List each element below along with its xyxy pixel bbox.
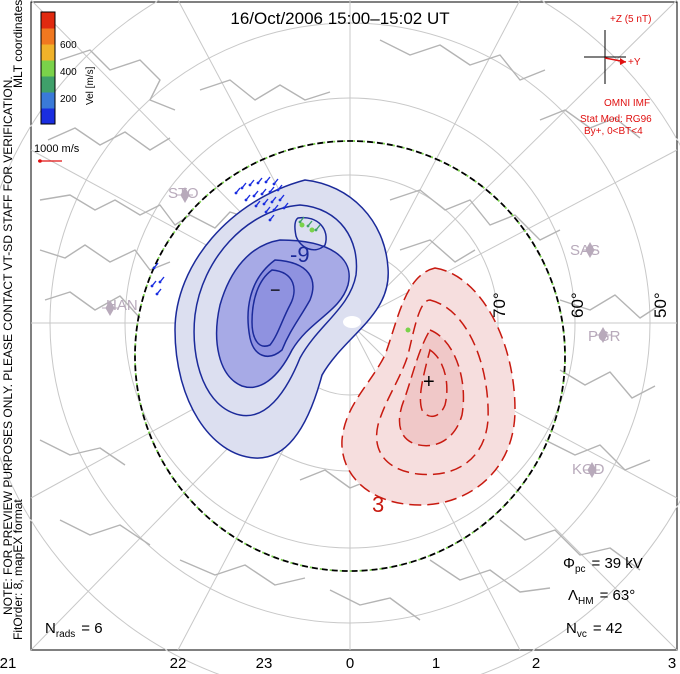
velocity-colorbar: 600 400 200 Vel [m/s] xyxy=(40,11,96,125)
mlt-label-3: 3 xyxy=(668,655,676,672)
imf-z-axis-label: +Z (5 nT) xyxy=(610,14,651,25)
positive-cell: 3 + xyxy=(341,267,516,517)
colorbar-segment xyxy=(41,108,55,125)
station-label-sas: SAS xyxy=(570,242,600,259)
coordinates-label: MLT coordinates xyxy=(11,0,25,88)
colorbar-label: Vel [m/s] xyxy=(85,66,96,105)
map-statistics: Φpc = 39 kV ΛHM = 63° Nvc = 42 Nrads = 6 xyxy=(45,555,643,640)
velocity-vector-origin xyxy=(272,208,276,212)
station-label-han: HAN xyxy=(106,297,138,314)
velocity-vector-origin xyxy=(270,200,274,204)
mlt-label-0: 0 xyxy=(346,655,354,672)
velocity-vector-origin xyxy=(268,190,272,194)
velocity-vector-origin xyxy=(264,180,268,184)
radar-stations: STO HAN SAS PGR KOD xyxy=(102,185,621,479)
lat-label-60: 60° xyxy=(568,292,587,318)
velocity-vector-origin xyxy=(256,181,260,185)
velocity-vector-origin xyxy=(244,198,248,202)
station-marker xyxy=(102,299,118,317)
velocity-vector-origin xyxy=(314,228,318,232)
velocity-vector-origin xyxy=(150,284,154,288)
colorbar-segment xyxy=(41,60,55,77)
velocity-vector-origin xyxy=(276,188,280,192)
mlt-label-22: 22 xyxy=(170,655,187,672)
colorbar-segment xyxy=(41,12,55,29)
negative-cell: -9 − xyxy=(174,179,389,459)
velocity-vector-origin xyxy=(282,206,286,210)
velocity-vector-origin xyxy=(262,202,266,206)
hm-boundary-dots xyxy=(134,140,566,572)
imf-model: Stat Mod: RG96 xyxy=(580,114,652,125)
potential-maximum-marker: + xyxy=(423,371,435,393)
positive-contour-label: 3 xyxy=(372,492,384,517)
velocity-vector-origin xyxy=(268,218,272,222)
potential-minimum-marker: − xyxy=(270,280,281,300)
imf-y-axis-label: +Y xyxy=(628,57,641,68)
lat-label-50: 50° xyxy=(651,292,670,318)
colorbar-tick-600: 600 xyxy=(60,40,77,51)
mlt-label-2: 2 xyxy=(532,655,540,672)
lambda-hm-stat: ΛHM = 63° xyxy=(568,587,635,607)
nvc-stat: Nvc = 42 xyxy=(566,620,622,640)
velocity-vector-origin xyxy=(306,224,310,228)
station-marker xyxy=(582,241,598,259)
station-label-kod: KOD xyxy=(572,461,605,478)
velocity-scale-origin xyxy=(38,159,42,163)
velocity-vector-origin xyxy=(298,220,302,224)
velocity-vector-origin xyxy=(260,192,264,196)
velocity-vectors xyxy=(150,176,321,296)
velocity-vector-origin xyxy=(272,182,276,186)
velocity-vector-origin xyxy=(152,266,156,270)
station-marker xyxy=(177,186,193,204)
colorbar-segment xyxy=(41,92,55,109)
mlt-label-1: 1 xyxy=(432,655,440,672)
station-label-sto: STO xyxy=(168,185,199,202)
colorbar-tick-200: 200 xyxy=(60,94,77,105)
velocity-vector-origin xyxy=(240,186,244,190)
colorbar-segment xyxy=(41,44,55,61)
map-title: 16/Oct/2006 15:00–15:02 UT xyxy=(230,9,449,28)
lat-label-70: 70° xyxy=(490,292,509,318)
data-markers xyxy=(299,222,411,333)
mlt-label-21: 21 xyxy=(0,655,16,672)
velocity-vector-origin xyxy=(234,191,238,195)
imf-source: OMNI IMF xyxy=(604,98,650,109)
colorbar-segment xyxy=(41,28,55,45)
colorbar-segment xyxy=(41,76,55,93)
hm-boundary xyxy=(134,140,566,572)
velocity-scale-label: 1000 m/s xyxy=(34,143,80,155)
velocity-vector-origin xyxy=(158,280,162,284)
mlt-label-23: 23 xyxy=(256,655,273,672)
velocity-vector-origin xyxy=(248,183,252,187)
station-label-pgr: PGR xyxy=(588,328,621,345)
velocity-vector-origin xyxy=(278,198,282,202)
imf-condition: By+, 0<BT<4 xyxy=(584,126,643,137)
pole-spot xyxy=(343,316,361,328)
velocity-vector-origin xyxy=(264,210,268,214)
colorbar-tick-400: 400 xyxy=(60,67,77,78)
phi-pc-stat: Φpc = 39 kV xyxy=(563,555,643,575)
preview-note: NOTE: FOR PREVIEW PURPOSES ONLY. PLEASE … xyxy=(1,76,15,615)
velocity-vector-origin xyxy=(254,204,258,208)
imf-clock: +Z (5 nT) +Y OMNI IMF Stat Mod: RG96 By+… xyxy=(580,14,652,137)
velocity-vector-origin xyxy=(155,292,159,296)
negative-contour-label: -9 xyxy=(290,242,310,267)
station-marker xyxy=(595,326,611,344)
mlt-axis: 21 22 23 0 1 2 3 xyxy=(0,655,676,672)
velocity-vector-origin xyxy=(252,194,256,198)
fit-order-note: FitOrder: 8, mapEX format xyxy=(11,499,25,640)
station-marker xyxy=(584,461,600,479)
nrads-stat: Nrads = 6 xyxy=(45,620,103,640)
